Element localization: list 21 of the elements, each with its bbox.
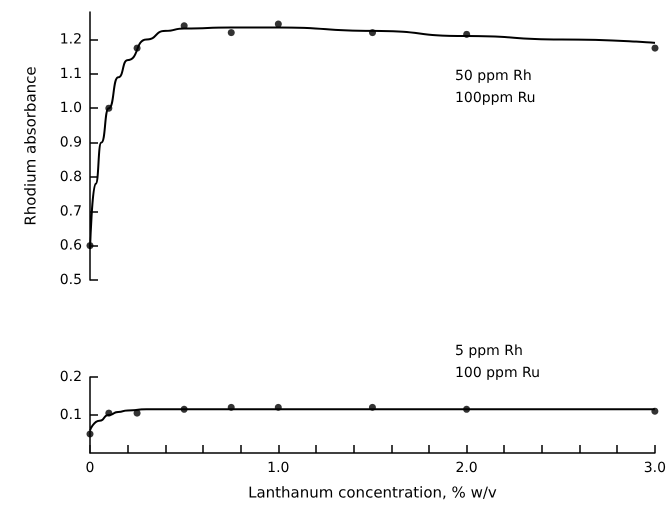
point (652, 44, 658, 52)
point (86, 430, 94, 438)
x-tick-label: 1.0 (267, 460, 290, 476)
point (228, 29, 235, 36)
annotation: 5 ppm Rh 100 ppm Ru (455, 343, 540, 381)
y-tick-label: 0.2 (60, 369, 82, 385)
y-tick-label: 0.6 (60, 238, 82, 254)
y-tick-label: 0.9 (60, 134, 82, 151)
y-tick-label: 1.1 (60, 66, 82, 82)
x-tick-label: 3.0 (644, 460, 666, 476)
y-tick-label: 0.5 (60, 272, 82, 288)
y-tick-label: 0.1 (60, 407, 82, 423)
x-tick-label: 2.0 (455, 460, 478, 476)
y-tick-label: 1.0 (60, 100, 82, 116)
y-axis-title: Rhodium absorbance (22, 66, 40, 226)
y-tick-label: 0.8 (60, 168, 82, 185)
y-tick-label: 1.2 (60, 31, 82, 48)
annotation: 50 ppm Rh 100ppm Ru (455, 68, 536, 106)
x-tick-label: 0 (86, 460, 94, 476)
x-axis-title: Lanthanum concentration, % w/v (248, 484, 497, 502)
y-tick-label: 0.7 (60, 203, 82, 220)
